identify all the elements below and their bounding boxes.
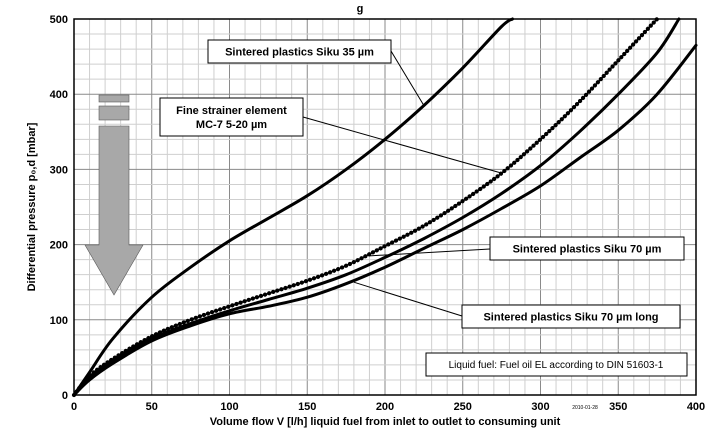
tick-labels: 0 50 100 150 200 250 300 350 400 0 100 200 300 400 500 — [50, 14, 706, 413]
arrow-head — [84, 125, 144, 296]
arrow-bar — [98, 94, 130, 103]
y-tick-label: 300 — [50, 164, 68, 176]
series-line-3 — [72, 17, 681, 397]
callout-leader — [390, 50, 425, 106]
x-axis-title: Volume flow V [l/h] liquid fuel from inl… — [210, 416, 561, 428]
x-tick-label: 300 — [531, 401, 549, 413]
x-tick-label: 200 — [376, 401, 394, 413]
date-stamp: 2010-01-28 — [572, 405, 598, 411]
callout-text: Sintered plastics Siku 35 µm — [225, 47, 374, 59]
callout-box — [159, 97, 304, 137]
down-arrow-icon — [84, 94, 144, 296]
callout-leader — [369, 248, 491, 257]
callout-box — [207, 39, 392, 64]
callout-text: MC-7 5-20 µm — [196, 119, 267, 131]
series-layer — [71, 16, 698, 398]
x-tick-label: 250 — [454, 401, 472, 413]
series-line-1 — [72, 17, 514, 397]
callout-text: Sintered plastics Siku 70 µm — [513, 244, 662, 256]
y-tick-label: 0 — [62, 390, 68, 402]
callout-leader — [302, 116, 502, 174]
callout-box — [461, 304, 681, 329]
series-line-core-2 — [73, 18, 658, 396]
x-tick-label: 150 — [298, 401, 316, 413]
arrow-bar — [98, 105, 130, 121]
x-tick-label: 350 — [609, 401, 627, 413]
x-tick-label: 0 — [71, 401, 77, 413]
plot-frame — [73, 18, 697, 396]
callout-leader — [353, 281, 463, 317]
callout-text: Fine strainer element — [176, 105, 287, 117]
x-tick-label: 400 — [687, 401, 705, 413]
callout-layer: Sintered plastics Siku 35 µm Fine straine… — [159, 39, 685, 329]
y-tick-label: 500 — [50, 14, 68, 26]
y-axis-title: Differential pressure p₀,d [mbar] — [26, 122, 38, 291]
note-box: Liquid fuel: Fuel oil EL according to DI… — [425, 352, 688, 377]
x-tick-label: 50 — [146, 401, 158, 413]
header-fragment: g — [357, 3, 364, 15]
y-tick-label: 400 — [50, 89, 68, 101]
note-text: Liquid fuel: Fuel oil EL according to DI… — [449, 360, 664, 371]
y-tick-label: 200 — [50, 240, 68, 252]
series-line-2 — [71, 16, 660, 398]
y-tick-label: 100 — [50, 315, 68, 327]
callout-text: Sintered plastics Siku 70 µm long — [483, 312, 658, 324]
series-line-4 — [72, 43, 698, 397]
x-tick-label: 100 — [220, 401, 238, 413]
callout-box — [489, 236, 685, 261]
